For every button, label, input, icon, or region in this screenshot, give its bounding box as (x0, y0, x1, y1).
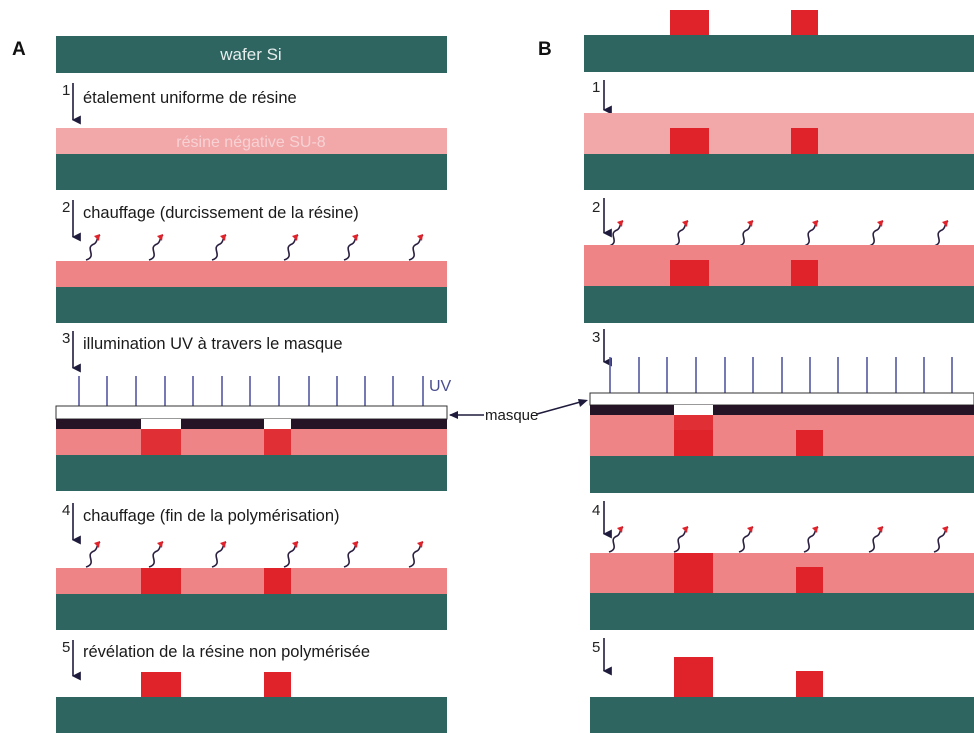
mask-glass (589, 392, 974, 406)
wafer-layer (590, 456, 974, 493)
resin-layer (584, 113, 974, 154)
polymerized-resin (264, 672, 291, 697)
resin-layer (590, 553, 974, 593)
resin-label: résine négative SU-8 (176, 134, 326, 151)
polymerized-resin (674, 657, 713, 697)
wafer-layer (590, 593, 974, 630)
exposed-resin (141, 429, 181, 455)
polymerized-resin (674, 553, 713, 593)
heat-row (608, 220, 949, 247)
step-5-annotation: 5 révélation de la résine non polymérisé… (62, 639, 370, 681)
panel-b-stage-1 (584, 113, 974, 190)
step-3-number-b: 3 (592, 329, 600, 346)
mask-callout: masque (449, 399, 588, 424)
polymerized-resin (791, 128, 818, 154)
step-4-annotation: 4 chauffage (fin de la polymérisation) (62, 502, 340, 545)
uv-label: UV (429, 378, 452, 395)
polymerized-resin (674, 430, 713, 456)
panel-a-stage-4 (56, 568, 447, 630)
wafer-layer (590, 697, 974, 733)
polymerized-resin (791, 10, 818, 35)
polymerized-resin (264, 568, 291, 594)
heat-row (85, 541, 424, 568)
mask-glass (55, 405, 448, 420)
polymerized-resin (796, 567, 823, 593)
resin-layer (56, 429, 447, 455)
step-1-number-b: 1 (592, 79, 600, 96)
step-1-annotation: 1 étalement uniforme de résine (62, 82, 297, 125)
step-2-annotation: 2 chauffage (durcissement de la résine) (62, 199, 359, 242)
step-5-number-b: 5 (592, 639, 600, 656)
polymerized-resin (791, 260, 818, 286)
resin-layer (56, 261, 447, 287)
exposed-resin (264, 429, 291, 455)
step-4-number: 4 (62, 502, 70, 519)
polymerized-resin (670, 128, 709, 154)
step-5-annotation-b: 5 (592, 638, 612, 676)
step-2-number-b: 2 (592, 199, 600, 216)
panel-a-stage-1: résine négative SU-8 (56, 128, 447, 190)
step-3-annotation: 3 illumination UV à travers le masque (62, 330, 343, 373)
step-2-text: chauffage (durcissement de la résine) (83, 204, 359, 222)
polymerized-resin (141, 568, 181, 594)
panel-b-stage-5 (590, 657, 974, 733)
mask-opening (264, 419, 291, 429)
panel-b-stage-0 (584, 10, 974, 72)
resin-layer (590, 415, 974, 456)
step-2-annotation-b: 2 (592, 198, 612, 238)
polymerized-resin (796, 671, 823, 697)
mask-opaque (56, 419, 447, 429)
panel-a-stage-0: wafer Si (56, 36, 447, 73)
wafer-layer (56, 697, 447, 733)
right-arrow-icon (536, 400, 585, 415)
panel-a-stage-3 (55, 405, 448, 491)
step-2-number: 2 (62, 199, 70, 216)
wafer-layer (584, 154, 974, 190)
panel-b: B 1 2 (538, 10, 974, 733)
heat-row (85, 234, 424, 261)
polymerized-resin (670, 10, 709, 35)
step-1-number: 1 (62, 82, 70, 99)
step-1-text: étalement uniforme de résine (83, 89, 297, 107)
resin-layer (56, 568, 447, 594)
mask-opaque (590, 405, 974, 415)
wafer-layer (584, 286, 974, 323)
panel-b-stage-2 (584, 245, 974, 323)
mask-label: masque (485, 407, 538, 424)
panel-a-stage-2 (56, 261, 447, 323)
mask-opening (674, 405, 713, 415)
panel-b-stage-3 (589, 392, 974, 493)
polymerized-resin (670, 260, 709, 286)
step-5-number: 5 (62, 639, 70, 656)
step-4-number-b: 4 (592, 502, 600, 519)
panel-a-label: A (12, 39, 26, 60)
panel-a: A wafer Si 1 étalement uniforme de résin… (12, 36, 452, 733)
heat-row (608, 526, 949, 553)
panel-b-label: B (538, 39, 552, 60)
panel-b-stage-4 (590, 553, 974, 630)
wafer-layer (56, 594, 447, 630)
wafer-layer (56, 287, 447, 323)
panel-a-stage-5 (56, 672, 447, 733)
exposed-resin (674, 415, 713, 430)
resin-layer (584, 245, 974, 286)
step-4-annotation-b: 4 (592, 501, 612, 539)
step-1-annotation-b: 1 (592, 79, 612, 115)
step-3-number: 3 (62, 330, 70, 347)
wafer-layer (56, 36, 447, 73)
step-3-annotation-b: 3 (592, 329, 612, 367)
wafer-label: wafer Si (219, 45, 281, 64)
step-3-text: illumination UV à travers le masque (83, 335, 343, 353)
wafer-layer (56, 455, 447, 491)
polymerized-resin (796, 430, 823, 456)
mask-opening (141, 419, 181, 429)
polymerized-resin (141, 672, 181, 697)
resin-layer (56, 128, 447, 154)
wafer-layer (584, 35, 974, 72)
step-4-text: chauffage (fin de la polymérisation) (83, 507, 340, 525)
wafer-layer (56, 154, 447, 190)
step-5-text: révélation de la résine non polymérisée (83, 643, 370, 661)
